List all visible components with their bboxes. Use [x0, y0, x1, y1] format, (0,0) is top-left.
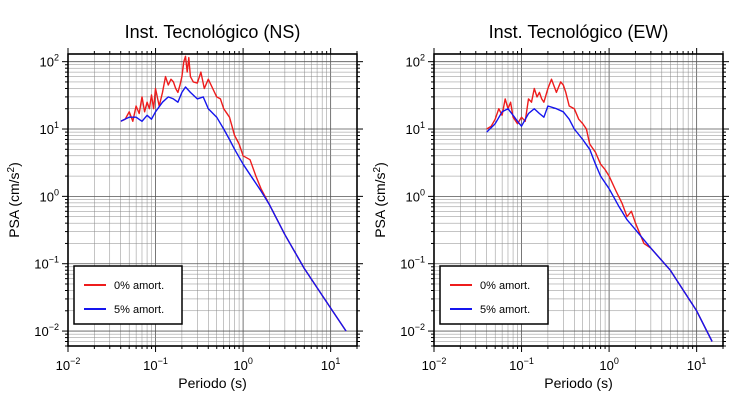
legend-label: 0% amort. — [114, 280, 164, 292]
x-axis-label: Periodo (s) — [178, 375, 246, 391]
legend-label: 5% amort. — [480, 304, 530, 316]
y-tick-label: 10−2 — [400, 322, 425, 339]
legend-box — [439, 265, 549, 325]
series-line-0 — [486, 78, 713, 342]
grid — [68, 54, 357, 346]
series-line-0 — [120, 55, 347, 332]
x-tick-label: 100 — [233, 356, 252, 373]
y-tick-label: 100 — [406, 187, 425, 204]
y-tick-label: 10−2 — [34, 322, 59, 339]
legend-label: 0% amort. — [480, 280, 530, 292]
x-tick-label: 10−1 — [509, 356, 534, 373]
x-tick-label: 10−2 — [56, 356, 81, 373]
x-tick-label: 100 — [599, 356, 618, 373]
legend-label: 5% amort. — [114, 304, 164, 316]
y-tick-label: 102 — [406, 53, 425, 70]
series-lines — [120, 55, 347, 332]
y-tick-label: 10−1 — [34, 255, 59, 272]
legend: 0% amort. 5% amort. — [73, 265, 183, 325]
y-tick-label: 100 — [40, 187, 59, 204]
chart-panel-0: 10−2 10−1 100 101 10−2 10−1 100 101 102 0% amort.… — [6, 22, 363, 391]
y-axis-label: PSA (cm/s2) — [6, 162, 22, 238]
x-tick-label: 101 — [321, 356, 340, 373]
plot-frame — [433, 53, 724, 347]
plot-frame — [67, 53, 358, 347]
y-axis-label: PSA (cm/s2) — [372, 162, 388, 238]
chart-title: Inst. Tecnológico (NS) — [125, 22, 301, 42]
y-tick-label: 10−1 — [400, 255, 425, 272]
x-tick-label: 10−2 — [422, 356, 447, 373]
legend: 0% amort. 5% amort. — [439, 265, 549, 325]
axis-ticks — [428, 48, 729, 352]
y-tick-label: 101 — [40, 120, 59, 137]
y-tick-label: 101 — [406, 120, 425, 137]
chart-panel-1: 10−2 10−1 100 101 10−2 10−1 100 101 102 0% amort.… — [372, 22, 729, 391]
chart-title: Inst. Tecnológico (EW) — [489, 22, 669, 42]
x-axis-label: Periodo (s) — [544, 375, 612, 391]
series-line-1 — [486, 105, 713, 342]
axis-ticks — [62, 48, 363, 352]
series-line-1 — [120, 86, 347, 332]
series-lines — [486, 78, 713, 342]
x-tick-label: 101 — [687, 356, 706, 373]
y-tick-label: 102 — [40, 53, 59, 70]
legend-box — [73, 265, 183, 325]
x-tick-label: 10−1 — [143, 356, 168, 373]
